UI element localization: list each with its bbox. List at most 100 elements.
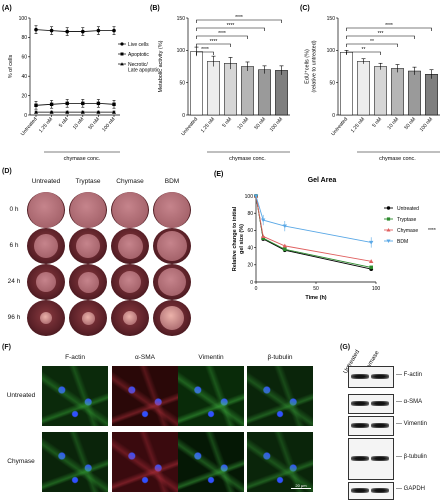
significance-bracket bbox=[196, 19, 282, 23]
significance-bracket bbox=[196, 51, 214, 55]
data-point bbox=[369, 240, 374, 245]
gel-disc bbox=[160, 306, 184, 330]
x-tick-label: 1.25 nM bbox=[38, 116, 54, 134]
gel-column-label: Untreated bbox=[31, 178, 61, 185]
micrograph-image bbox=[178, 366, 244, 426]
legend-marker bbox=[386, 217, 391, 221]
x-tick-label: 1.25 nM bbox=[350, 116, 366, 134]
x-tick-label: 50 nM bbox=[403, 116, 417, 131]
y-tick-label: 50 bbox=[179, 80, 185, 86]
panel-label-d: (D) bbox=[2, 168, 12, 175]
bar bbox=[258, 69, 271, 116]
y-tick-label: 0 bbox=[250, 280, 253, 286]
micro-column-label: Vimentin bbox=[198, 354, 224, 361]
micrograph-image bbox=[178, 432, 244, 492]
x-tick-label: 5 nM bbox=[58, 116, 70, 128]
data-point bbox=[34, 110, 38, 114]
significance-label: **** bbox=[428, 228, 436, 234]
data-point bbox=[80, 110, 85, 114]
significance-bracket bbox=[196, 27, 265, 31]
x-tick-label: 50 nM bbox=[253, 116, 267, 131]
y-axis-label: EdU⁺cells (%) bbox=[304, 49, 311, 84]
y-tick-label: 0 bbox=[332, 113, 335, 119]
legend-label: BDM bbox=[397, 239, 408, 245]
legend-label: Necrotic/ bbox=[128, 62, 148, 68]
series-line-3 bbox=[255, 195, 372, 243]
x-tick-label: 100 nM bbox=[269, 116, 284, 133]
y-tick-label: 0 bbox=[24, 113, 27, 119]
x-tick-label: 100 nM bbox=[419, 116, 434, 133]
gel-disc bbox=[34, 234, 58, 258]
significance-bracket bbox=[346, 27, 432, 31]
scale-bar-label: 20 μm bbox=[291, 483, 311, 489]
gel-column-label: BDM bbox=[164, 178, 180, 185]
gel-disc bbox=[154, 192, 190, 228]
gel-disc bbox=[123, 311, 137, 325]
significance-bracket bbox=[196, 43, 231, 47]
micro-column-label: F-actin bbox=[65, 354, 85, 361]
significance-bracket bbox=[196, 35, 248, 39]
y-tick-label: 100 bbox=[177, 48, 186, 54]
y-tick-label: 150 bbox=[327, 16, 336, 22]
significance-label: **** bbox=[385, 23, 393, 29]
gel-disc bbox=[28, 192, 64, 228]
micrograph-image bbox=[247, 366, 313, 426]
panel-e-chart: (E) Gel Area 0 20 40 60 80 100 0 50 100 Time (h) Re… bbox=[214, 171, 436, 301]
significance-label: **** bbox=[210, 39, 218, 45]
blot-band bbox=[351, 422, 369, 428]
gel-disc bbox=[77, 271, 99, 293]
legend-label: Apoptotic bbox=[128, 52, 149, 58]
x-tick-label: 50 nM bbox=[87, 116, 101, 131]
gel-disc bbox=[36, 272, 56, 292]
blot-band-label: — α-SMA bbox=[396, 399, 423, 405]
x-tick-label: Untreated bbox=[20, 116, 39, 137]
data-point bbox=[369, 265, 373, 270]
legend-marker bbox=[386, 206, 391, 210]
x-tick-label: 100 bbox=[372, 286, 381, 292]
gel-disc bbox=[117, 233, 143, 259]
x-axis-label: chymase conc. bbox=[379, 156, 416, 162]
bar bbox=[207, 61, 220, 116]
x-tick-label: 100 nM bbox=[101, 116, 116, 133]
data-point bbox=[261, 234, 266, 239]
gel-disc bbox=[70, 192, 106, 228]
bar bbox=[224, 63, 237, 116]
micrograph-image bbox=[42, 432, 108, 492]
micrograph-image bbox=[42, 366, 108, 426]
y-tick-label: 0 bbox=[182, 113, 185, 119]
panel-c-chart: (C) 0 50 100 150 Untreated 1.25 nM 5 nM 10 nM 50… bbox=[300, 5, 440, 162]
y-tick-label: 60 bbox=[21, 55, 27, 61]
legend-marker bbox=[120, 42, 124, 46]
legend-marker bbox=[386, 239, 391, 243]
panel-label-a: (A) bbox=[2, 5, 12, 12]
gel-row-label: 24 h bbox=[7, 278, 21, 285]
bar bbox=[190, 51, 203, 116]
blot-band bbox=[371, 373, 389, 379]
blot-band-label: — β-tubulin bbox=[396, 454, 427, 460]
y-axis-label: Relative change to initial bbox=[232, 206, 238, 271]
y-tick-label: 150 bbox=[177, 16, 186, 22]
x-tick-label: 1.25 nM bbox=[200, 116, 216, 134]
x-tick-label: 5 nM bbox=[221, 116, 233, 128]
legend-marker bbox=[120, 62, 124, 66]
series-line-0 bbox=[35, 29, 114, 32]
gel-row-label: 6 h bbox=[9, 242, 19, 249]
x-tick-label: Untreated bbox=[330, 116, 349, 137]
gel-disc bbox=[157, 231, 187, 261]
panel-label-c: (C) bbox=[300, 5, 310, 12]
y-tick-label: 100 bbox=[245, 194, 254, 200]
panel-d-gel-grid: (D) Untreated Tryptase Chymase BDM 0 h 6 h 24… bbox=[0, 168, 212, 338]
significance-label: **** bbox=[227, 23, 235, 29]
data-point bbox=[49, 28, 54, 33]
legend-label: Late apoptotic bbox=[128, 68, 160, 74]
data-point bbox=[49, 110, 54, 114]
x-tick-label: 0 bbox=[255, 286, 258, 292]
panel-label-e: (E) bbox=[214, 171, 223, 178]
blot-band bbox=[351, 400, 369, 406]
blot-band-label: — Vimentin bbox=[396, 421, 427, 427]
panel-label-b: (B) bbox=[150, 5, 160, 12]
legend-label: Untreated bbox=[397, 206, 419, 212]
y-tick-label: 80 bbox=[21, 35, 27, 41]
blot-band bbox=[351, 373, 369, 379]
gel-disc bbox=[158, 268, 186, 296]
